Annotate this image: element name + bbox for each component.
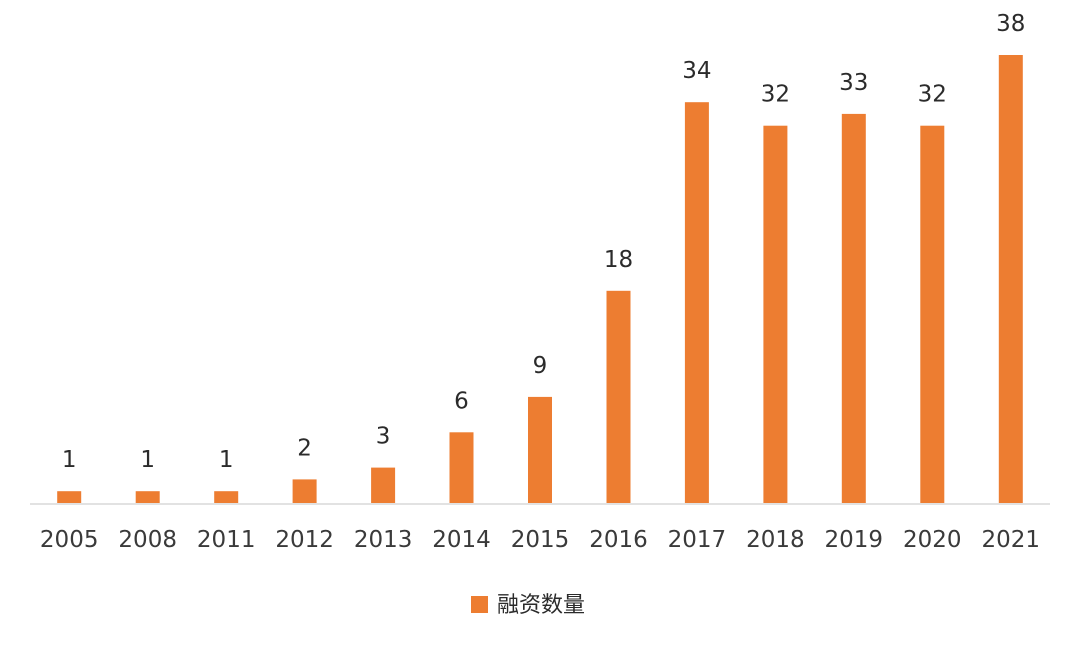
legend[interactable]: 融资数量: [471, 593, 585, 618]
bar-2011[interactable]: [214, 491, 239, 503]
x-tick-label-2015: 2015: [511, 527, 570, 553]
bar-2008[interactable]: [135, 491, 160, 503]
x-tick-label-2018: 2018: [746, 527, 805, 553]
value-label-2015: 9: [533, 353, 548, 379]
value-label-2014: 6: [454, 388, 469, 414]
value-labels-layer: 1 1 1 2 3 6 9 18 34 32 33 32 38: [62, 11, 1026, 473]
x-tick-label-2021: 2021: [982, 527, 1041, 553]
x-tick-label-2020: 2020: [903, 527, 962, 553]
value-label-2016: 18: [604, 247, 633, 273]
bars-layer: [57, 55, 1023, 504]
bar-2013[interactable]: [371, 467, 396, 503]
bar-2015[interactable]: [528, 396, 552, 503]
bar-2016[interactable]: [606, 290, 631, 503]
x-tick-label-2008: 2008: [118, 527, 177, 553]
x-tick-label-2014: 2014: [432, 527, 491, 553]
bar-2020[interactable]: [920, 125, 945, 503]
bar-2012[interactable]: [292, 479, 317, 503]
x-axis-tick-labels: 2005 2008 2011 2012 2013 2014 2015 2016 2017 2018…: [40, 527, 1040, 553]
x-tick-label-2013: 2013: [354, 527, 413, 553]
bar-2017[interactable]: [684, 102, 709, 503]
x-tick-label-2019: 2019: [825, 527, 884, 553]
x-tick-label-2016: 2016: [589, 527, 648, 553]
x-tick-label-2017: 2017: [668, 527, 727, 553]
x-tick-label-2005: 2005: [40, 527, 99, 553]
value-label-2011: 1: [219, 447, 234, 473]
value-label-2018: 32: [761, 82, 790, 108]
bar-2018[interactable]: [763, 125, 788, 503]
bar-2019[interactable]: [841, 113, 866, 504]
bar-2021[interactable]: [998, 55, 1023, 503]
value-label-2005: 1: [62, 447, 77, 473]
value-label-2013: 3: [376, 424, 391, 450]
bar-2005[interactable]: [57, 491, 82, 503]
value-label-2020: 32: [918, 82, 947, 108]
x-tick-label-2011: 2011: [197, 527, 256, 553]
bar-2014[interactable]: [449, 432, 474, 503]
x-tick-label-2012: 2012: [275, 527, 334, 553]
value-label-2017: 34: [682, 58, 711, 84]
value-label-2019: 33: [839, 70, 868, 96]
legend-swatch: [471, 596, 488, 613]
legend-label: 融资数量: [497, 593, 585, 618]
value-label-2012: 2: [297, 435, 312, 461]
value-label-2021: 38: [996, 11, 1025, 37]
value-label-2008: 1: [140, 447, 155, 473]
